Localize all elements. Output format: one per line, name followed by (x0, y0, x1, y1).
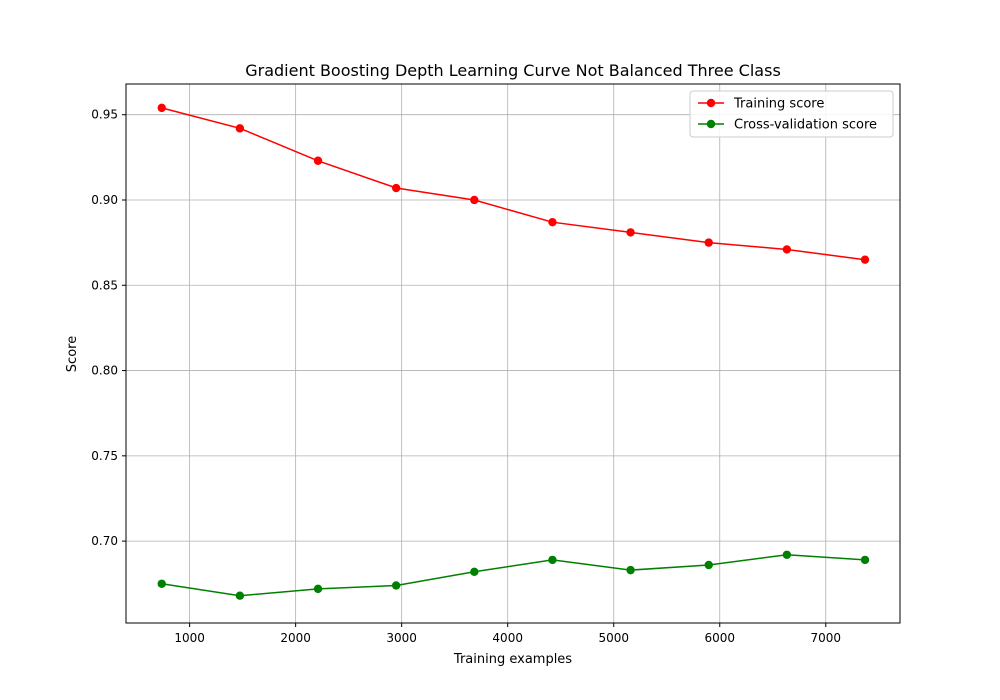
x-tick-label: 3000 (386, 631, 417, 645)
cross-validation-score-point (782, 550, 792, 559)
x-ticks: 1000 2000 3000 4000 5000 6000 7000 (174, 623, 841, 645)
cross-validation-score-point (235, 591, 245, 600)
legend-marker-cross-validation-score (706, 119, 716, 129)
chart-title: Gradient Boosting Depth Learning Curve N… (245, 61, 781, 80)
training-score-point (704, 238, 713, 247)
legend-box (689, 90, 894, 138)
cross-validation-score-point (470, 567, 479, 577)
x-tick-label: 6000 (704, 631, 735, 645)
legend-marker-training-score (706, 98, 716, 108)
training-score-point (313, 156, 323, 165)
training-score-point (860, 255, 870, 264)
y-axis-label: Score (65, 336, 80, 372)
y-tick-label: 0.95 (91, 108, 118, 122)
legend-label-training-score: Training score (733, 97, 824, 112)
cross-validation-score-point (157, 579, 166, 588)
training-score-point (391, 183, 401, 193)
cross-validation-score-point (548, 555, 557, 565)
legend: Training score Cross-validation score (689, 90, 894, 138)
training-score-point (548, 217, 557, 227)
y-tick-label: 0.85 (91, 278, 118, 292)
series-layer (157, 103, 870, 600)
cross-validation-score-line (161, 554, 866, 597)
legend-label-cross-validation-score: Cross-validation score (734, 118, 877, 133)
cross-validation-score-point (313, 584, 323, 594)
y-tick-label: 0.70 (91, 534, 118, 548)
plot-background (126, 84, 900, 623)
y-tick-label: 0.80 (91, 364, 118, 378)
x-tick-label: 2000 (280, 631, 311, 645)
cross-validation-score-point (704, 560, 713, 570)
x-tick-label: 4000 (492, 631, 523, 645)
training-score-point (157, 103, 166, 113)
training-score-point (235, 124, 245, 133)
x-tick-label: 7000 (811, 631, 842, 645)
plot-frame (125, 83, 901, 624)
training-score-point (782, 245, 792, 254)
x-axis-label: Training examples (453, 652, 572, 667)
y-tick-label: 0.75 (91, 449, 118, 463)
cross-validation-score-point (391, 581, 401, 590)
training-score-line (161, 107, 866, 261)
y-tick-label: 0.90 (91, 193, 118, 207)
cross-validation-score-point (860, 555, 870, 565)
x-tick-label: 5000 (598, 631, 629, 645)
training-score-point (626, 228, 635, 237)
x-tick-label: 1000 (174, 631, 205, 645)
cross-validation-score-point (626, 565, 635, 575)
y-ticks: 0.70 0.75 0.80 0.85 0.90 0.95 (91, 108, 126, 548)
training-score-point (470, 195, 479, 205)
